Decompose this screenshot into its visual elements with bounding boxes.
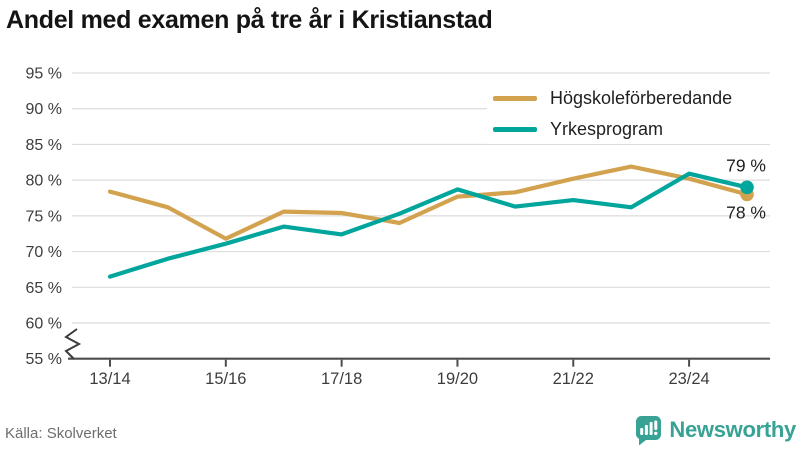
y-tick-label: 90 % [26, 101, 62, 118]
legend-item-yrkesprogram: Yrkesprogram [493, 119, 793, 140]
y-tick-label: 95 % [26, 66, 62, 83]
end-value-label: 79 % [726, 155, 766, 175]
x-tick-label: 19/20 [437, 370, 478, 388]
bubble-shape [636, 416, 662, 445]
legend-swatch-gold [493, 96, 537, 101]
legend-label: Högskoleförberedande [550, 88, 733, 108]
y-tick-label: 70 % [26, 244, 62, 261]
newsworthy-brand: Newsworthy [635, 415, 796, 445]
x-tick-label: 15/16 [205, 370, 246, 388]
y-tick-label: 60 % [26, 316, 62, 333]
bar-1 [640, 428, 644, 435]
end-value-label: 78 % [726, 202, 766, 222]
bar-chart-bubble-icon [636, 416, 662, 445]
legend-item-hogskoleforberedande: Högskoleförberedande [493, 88, 793, 109]
y-tick-label: 75 % [26, 208, 62, 225]
exclamation-dot [654, 431, 658, 436]
series-line-högskoleförberedande [107, 164, 750, 241]
y-tick-label: 85 % [26, 137, 62, 154]
y-tick-label: 55 % [26, 351, 62, 368]
x-tick-label: 21/22 [553, 370, 594, 388]
y-tick-label: 65 % [26, 280, 62, 297]
end-dot-yrkesprogram [740, 180, 754, 195]
x-tick-label: 17/18 [321, 370, 362, 388]
legend-label: Yrkesprogram [550, 119, 664, 139]
chart-title: Andel med examen på tre år i Kristiansta… [6, 6, 493, 34]
chart-legend: Högskoleförberedande Yrkesprogram [487, 84, 799, 144]
bar-3 [650, 422, 654, 435]
series-line-yrkesprogram [107, 171, 750, 279]
bar-2 [645, 425, 649, 435]
source-caption: Källa: Skolverket [5, 425, 117, 442]
y-tick-label: 80 % [26, 173, 62, 190]
legend-swatch-teal [493, 127, 537, 132]
axis-break-icon [64, 328, 82, 360]
exclamation-stem [654, 420, 658, 430]
x-tick-label: 13/14 [89, 370, 130, 388]
line-chart: 95 % 90 % 85 % 80 % 75 % 70 % 65 % 60 % 55 % 13/1… [26, 66, 770, 388]
brand-wordmark: Newsworthy [669, 417, 796, 442]
x-tick-label: 23/24 [668, 370, 709, 388]
